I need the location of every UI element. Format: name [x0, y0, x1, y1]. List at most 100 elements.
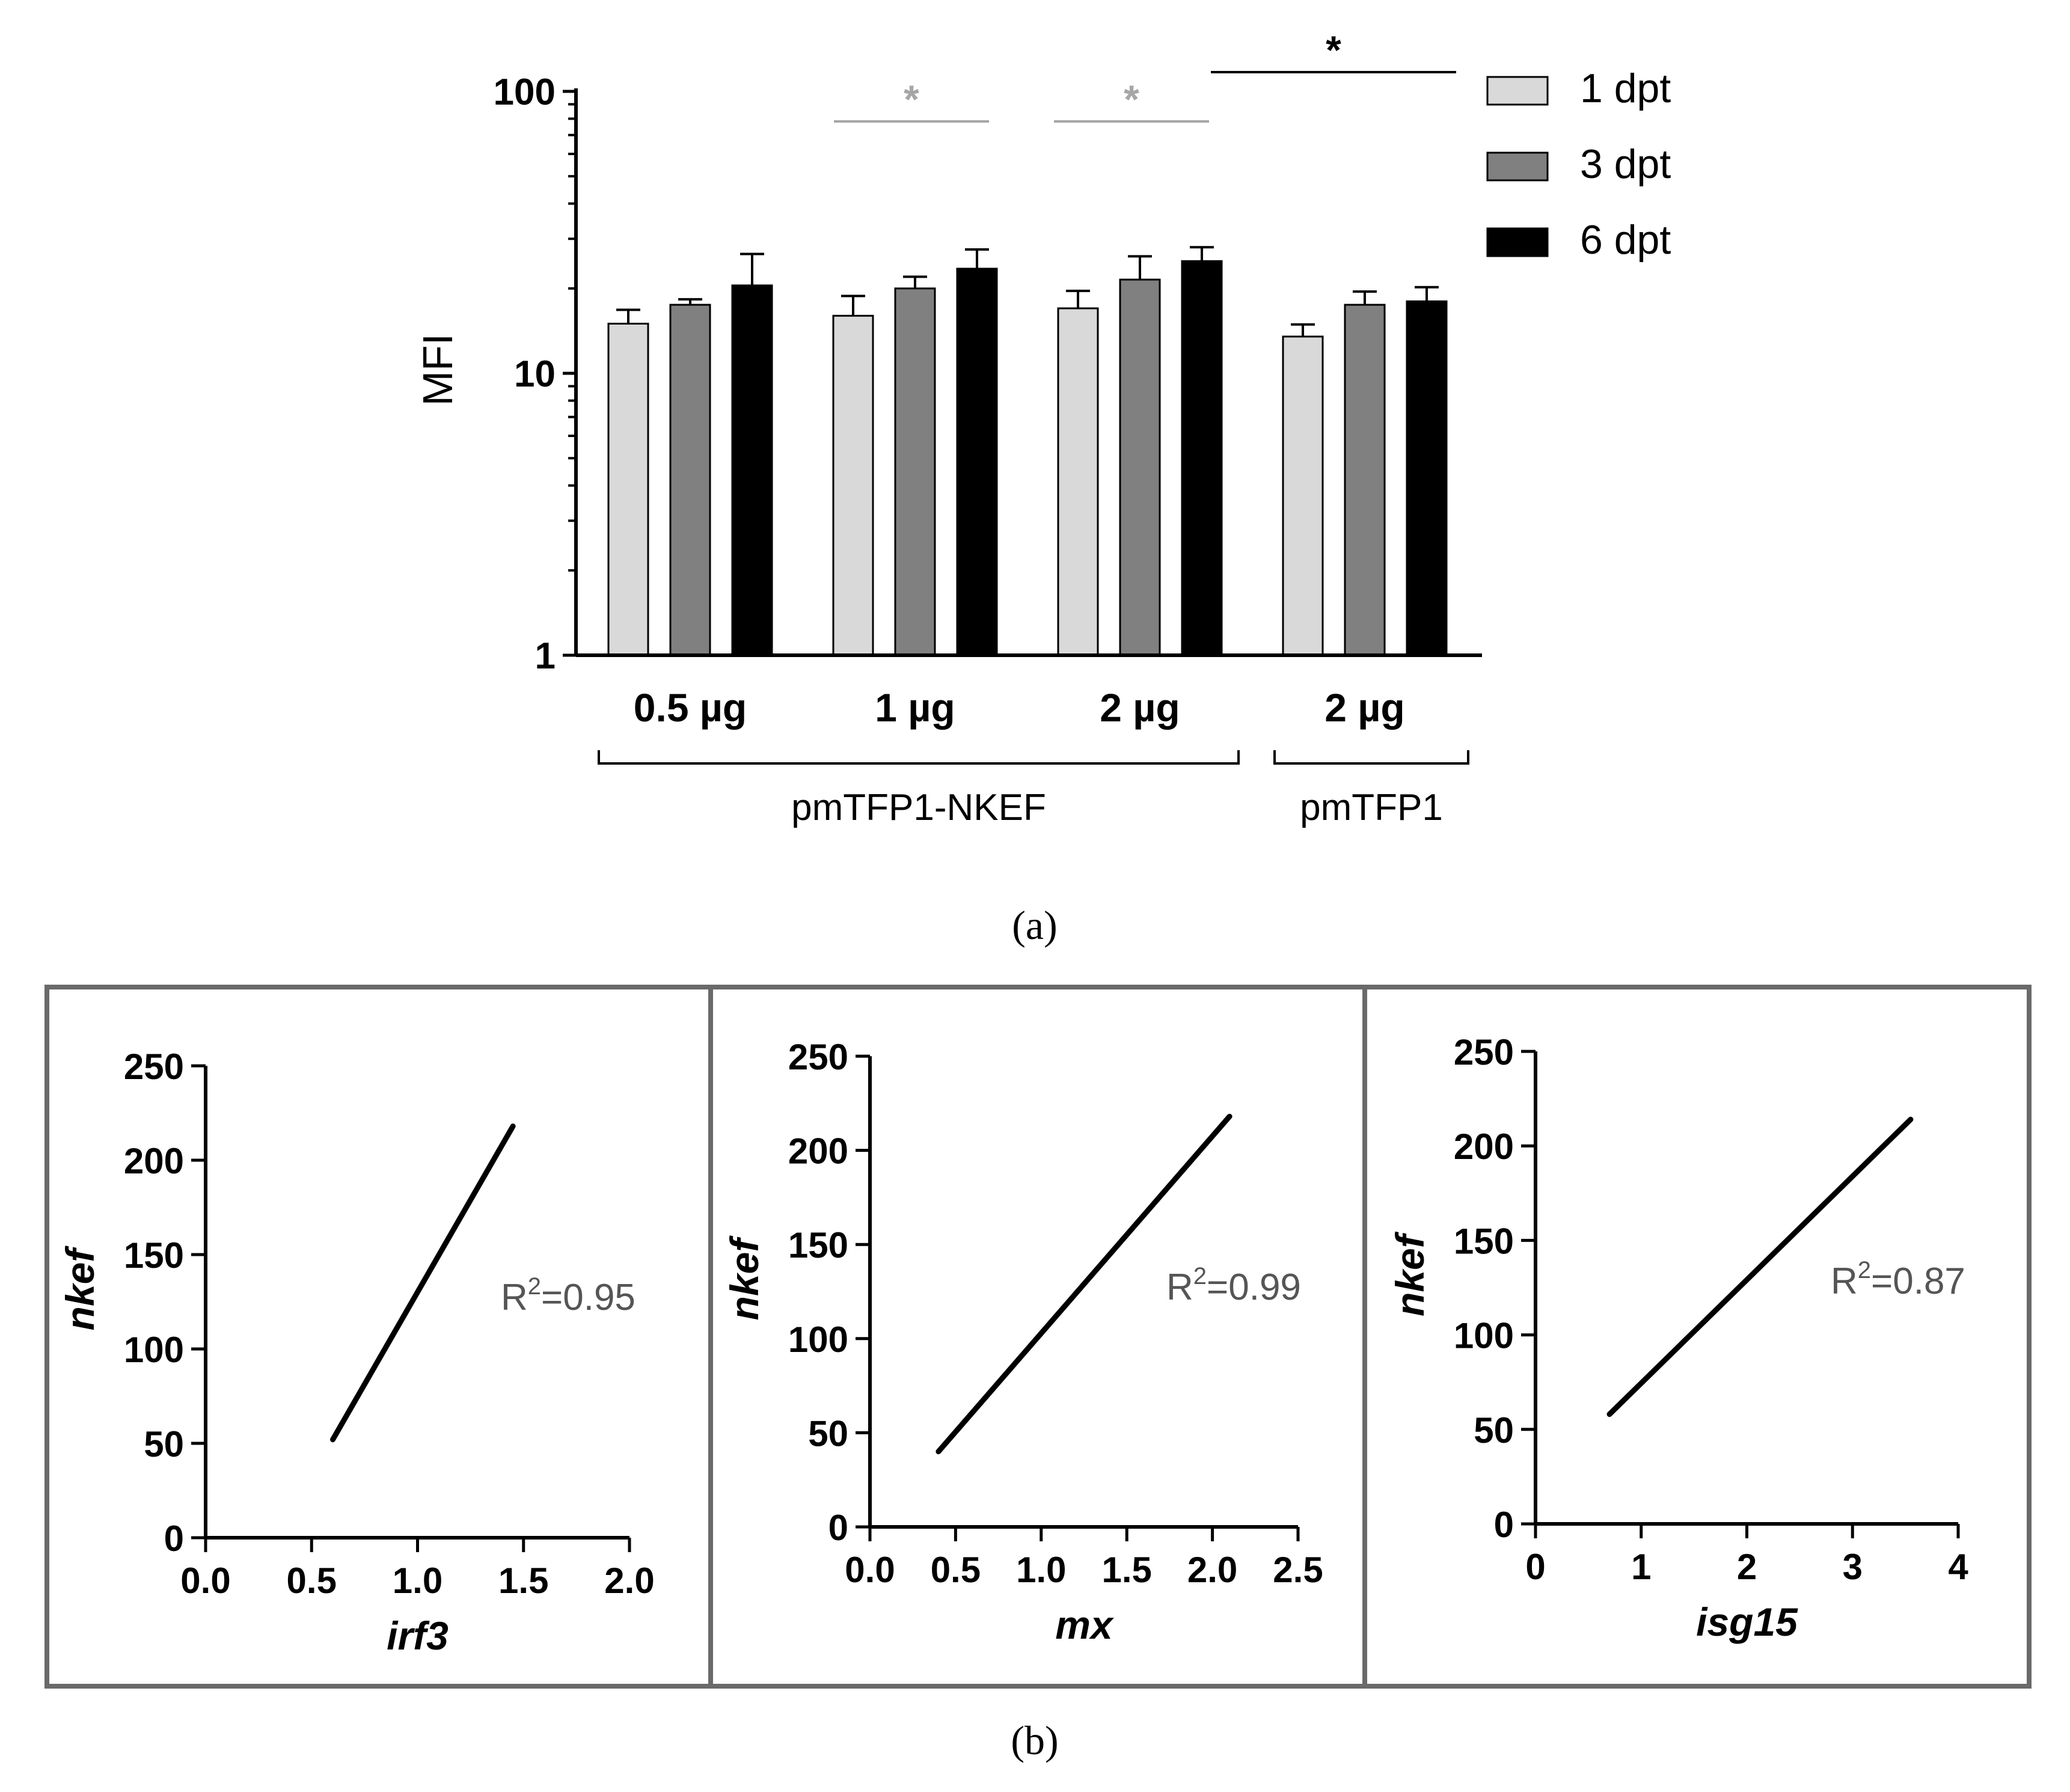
regression-line — [1606, 1116, 1914, 1417]
y-tick-label: 150 — [1454, 1221, 1514, 1261]
x-tick-label: 1.5 — [498, 1561, 548, 1601]
y-tick-label: 200 — [1454, 1127, 1514, 1167]
regression-line — [935, 1113, 1233, 1455]
y-tick-label: 1 — [535, 635, 556, 677]
x-tick-label: 0.0 — [180, 1561, 230, 1601]
panel-b-frame — [44, 985, 2032, 1689]
x-tick-label: 0 — [1525, 1547, 1545, 1587]
significance-asterisk: * — [904, 77, 919, 121]
x-tick-label: 1.5 — [1101, 1550, 1151, 1590]
y-tick-label: 150 — [788, 1225, 848, 1265]
category-label: 0.5 µg — [634, 685, 747, 730]
category-labels: 0.5 µg 1 µg 2 µg 2 µg — [634, 685, 1405, 730]
x-axis-label: mx — [1055, 1603, 1114, 1647]
y-tick-label: 250 — [788, 1037, 848, 1077]
x-tick-label: 3 — [1843, 1547, 1863, 1587]
bar-series — [607, 246, 1448, 656]
y-tick-label: 0 — [1494, 1505, 1514, 1545]
x-tick-label: 2.5 — [1273, 1550, 1323, 1590]
r-squared-annotation: R2=0.99 — [1166, 1263, 1301, 1308]
bar — [1282, 335, 1324, 656]
bar — [669, 304, 711, 656]
bar — [1057, 307, 1099, 656]
y-tick-label: 150 — [124, 1235, 184, 1276]
bar — [1406, 300, 1448, 656]
x-tick-label: 0.5 — [931, 1550, 981, 1590]
r-squared-symbol: R — [1166, 1267, 1193, 1308]
legend-swatch — [1486, 151, 1549, 182]
x-tick-label: 1.0 — [1016, 1550, 1066, 1590]
r-squared-annotation: R2=0.95 — [501, 1273, 635, 1318]
r-squared-value: =0.95 — [541, 1277, 635, 1318]
y-tick-label: 50 — [144, 1424, 184, 1464]
bar — [607, 322, 649, 656]
x-tick-label: 0.0 — [845, 1550, 895, 1590]
bar — [731, 284, 773, 656]
category-label: 1 µg — [875, 685, 955, 730]
significance-asterisk: * — [1326, 28, 1341, 72]
r-squared-value: =0.87 — [1871, 1261, 1965, 1302]
x-axis-label: irf3 — [387, 1613, 449, 1658]
y-tick-label: 200 — [124, 1141, 184, 1181]
x-tick-label: 1.0 — [393, 1561, 442, 1601]
y-tick-label: 100 — [494, 72, 556, 113]
category-label: 2 µg — [1324, 685, 1404, 730]
x-tick-label: 2.0 — [604, 1561, 654, 1601]
legend-swatch — [1486, 76, 1549, 106]
y-tick-label: 250 — [1454, 1032, 1514, 1072]
x-tick-label: 1 — [1631, 1547, 1651, 1587]
bar — [956, 268, 998, 656]
r-squared-symbol: R — [501, 1277, 528, 1318]
x-axis-label: isg15 — [1696, 1600, 1798, 1644]
y-tick-label: 250 — [124, 1047, 184, 1087]
bar — [1119, 278, 1161, 656]
y-tick-label: 100 — [1454, 1316, 1514, 1356]
bar — [1181, 260, 1223, 656]
y-tick-label: 0 — [828, 1508, 848, 1548]
bar-chart-panel: 1 10 100 MFI 0.5 µg 1 µg 2 µg 2 µg pmTFP1-NKE… — [414, 28, 1671, 828]
group-brackets: pmTFP1-NKEF pmTFP1 — [598, 750, 1469, 828]
legend-label: 6 dpt — [1580, 217, 1671, 263]
subplot-irf3: 0 50 100 150 200 250 0.0 0.5 1.0 1.5 2.0 irf3 nkef R2… — [58, 1047, 655, 1658]
subplot-mx: 0 50 100 150 200 250 0.0 0.5 1.0 1.5 2.0 2.5 mx nkef R… — [722, 1037, 1323, 1647]
x-tick-label: 0.5 — [287, 1561, 337, 1601]
y-tick-label: 50 — [1474, 1410, 1514, 1451]
bar — [894, 287, 936, 656]
x-tick-label: 2.0 — [1187, 1550, 1237, 1590]
y-tick-label: 100 — [124, 1330, 184, 1370]
group-bracket — [1273, 750, 1469, 765]
bar — [832, 314, 874, 656]
y-tick-label: 0 — [164, 1518, 184, 1559]
x-tick-label: 4 — [1948, 1547, 1968, 1587]
legend-swatch — [1486, 227, 1549, 257]
y-axis-label: nkef — [58, 1246, 102, 1331]
y-axis: 1 10 100 — [494, 72, 578, 677]
y-tick-label: 10 — [514, 353, 556, 395]
y-axis-label: MFI — [414, 334, 461, 406]
panel-b-caption: (b) — [1011, 1717, 1058, 1763]
r-squared-exponent: 2 — [1858, 1257, 1871, 1283]
significance-asterisk: * — [1124, 77, 1139, 121]
panel-a-caption: (a) — [1012, 902, 1057, 948]
r-squared-exponent: 2 — [528, 1273, 541, 1300]
r-squared-annotation: R2=0.87 — [1831, 1257, 1965, 1302]
regression-line — [330, 1123, 516, 1443]
legend-label: 1 dpt — [1580, 66, 1671, 111]
bar — [1344, 304, 1386, 656]
significance-markers: * * * — [834, 28, 1456, 123]
legend: 1 dpt 3 dpt 6 dpt — [1486, 66, 1671, 263]
r-squared-symbol: R — [1831, 1261, 1858, 1302]
y-axis-label: nkef — [1388, 1231, 1432, 1316]
group-bracket — [598, 750, 1240, 765]
legend-label: 3 dpt — [1580, 141, 1671, 187]
r-squared-exponent: 2 — [1193, 1263, 1207, 1289]
group-bracket-label: pmTFP1-NKEF — [791, 787, 1046, 828]
category-label: 2 µg — [1100, 685, 1180, 730]
group-bracket-label: pmTFP1 — [1300, 787, 1443, 828]
r-squared-value: =0.99 — [1207, 1267, 1301, 1308]
y-axis-label: nkef — [722, 1235, 767, 1321]
x-tick-label: 2 — [1737, 1547, 1757, 1587]
